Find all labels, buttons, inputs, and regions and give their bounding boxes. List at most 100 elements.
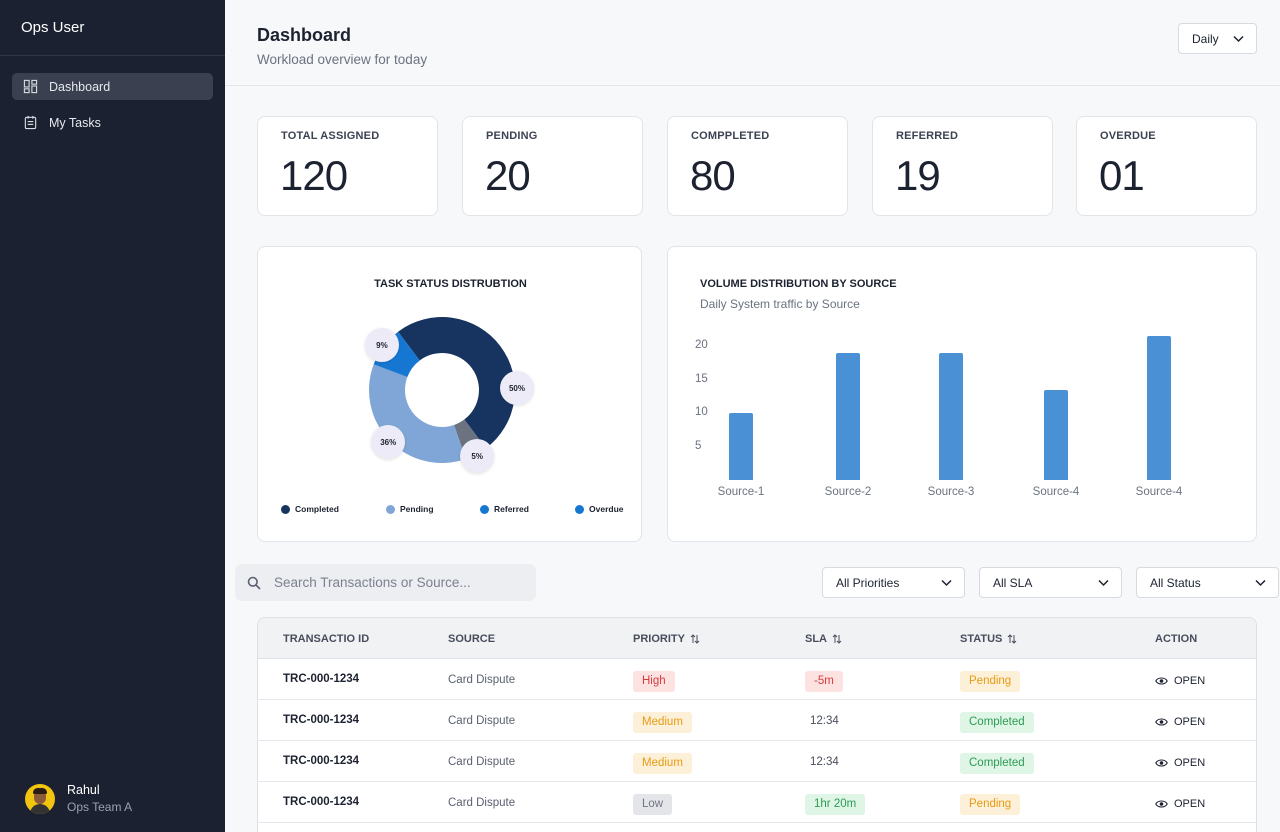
sidebar-item-label: My Tasks — [49, 115, 101, 130]
sidebar-nav: Dashboard My Tasks — [0, 56, 225, 136]
search-icon — [247, 576, 261, 590]
column-header-label: SLA — [805, 633, 827, 645]
open-button[interactable]: OPEN — [1155, 757, 1205, 769]
eye-icon — [1155, 800, 1168, 808]
chevron-down-icon — [941, 579, 952, 586]
y-tick-label: 5 — [695, 439, 702, 452]
column-header-label: ACTION — [1155, 633, 1198, 645]
donut-label-referred: 9% — [364, 328, 399, 363]
stat-card-overdue: OVERDUE 01 — [1076, 116, 1257, 216]
column-header-status[interactable]: STATUS — [960, 633, 1017, 645]
legend-label: Overdue — [589, 504, 624, 514]
open-button-label: OPEN — [1174, 798, 1206, 810]
chevron-down-icon — [1098, 579, 1109, 586]
priority-badge: Medium — [633, 753, 692, 774]
stat-value: 80 — [690, 152, 736, 199]
column-header-label: PRIORITY — [633, 633, 685, 645]
stat-value: 120 — [280, 152, 348, 199]
bar-source-3 — [939, 352, 963, 480]
sla-filter-dropdown[interactable]: All SLA — [979, 567, 1122, 598]
search-bar[interactable] — [235, 564, 536, 601]
sla-value: 12:34 — [810, 756, 839, 768]
avatar — [25, 783, 55, 814]
page-header: Dashboard Workload overview for today Da… — [225, 0, 1280, 86]
transaction-id: TRC-000-1234 — [283, 755, 360, 767]
chevron-down-icon — [1233, 35, 1244, 42]
column-header-source: SOURCE — [448, 633, 495, 645]
y-tick-label: 15 — [695, 372, 708, 385]
donut-slice-completed — [398, 317, 515, 449]
eye-icon — [1155, 677, 1168, 685]
column-header-sla[interactable]: SLA — [805, 633, 842, 645]
column-header-priority[interactable]: PRIORITY — [633, 633, 700, 645]
x-tick-label: Source-4 — [1032, 486, 1080, 498]
sla-badge: -5m — [805, 671, 843, 692]
bar-source-4 — [1044, 389, 1068, 480]
y-tick-label: 10 — [695, 406, 708, 419]
bar-source-2 — [836, 352, 860, 480]
table-row: TRC-000-1234 Card Dispute Medium 12:34 C… — [258, 741, 1256, 782]
eye-icon — [1155, 759, 1168, 767]
transaction-source: Card Dispute — [448, 715, 516, 727]
open-button[interactable]: OPEN — [1155, 798, 1205, 810]
open-button-label: OPEN — [1174, 716, 1206, 728]
transaction-source: Card Dispute — [448, 797, 516, 809]
donut-chart — [369, 317, 515, 463]
open-button[interactable]: OPEN — [1155, 716, 1205, 728]
stat-card-completed: COMPPLETED 80 — [667, 116, 848, 216]
sidebar-item-dashboard[interactable]: Dashboard — [12, 73, 213, 100]
status-badge: Pending — [960, 794, 1021, 815]
x-tick-label: Source-1 — [717, 486, 765, 498]
transaction-source: Card Dispute — [448, 674, 516, 686]
open-button[interactable]: OPEN — [1155, 675, 1205, 687]
transaction-id: TRC-000-1234 — [283, 673, 360, 685]
x-tick-label: Source-3 — [927, 486, 975, 498]
legend-swatch — [575, 504, 584, 514]
stat-label: REFERRED — [896, 130, 959, 142]
sidebar-item-my-tasks[interactable]: My Tasks — [12, 109, 213, 136]
sla-value: 12:34 — [810, 715, 839, 727]
column-header-action: ACTION — [1155, 633, 1197, 645]
period-dropdown[interactable]: Daily — [1178, 23, 1257, 54]
sidebar-item-label: Dashboard — [49, 79, 111, 94]
x-tick-label: Source-2 — [824, 486, 872, 498]
tasks-icon — [24, 115, 37, 130]
sort-icon — [832, 634, 842, 644]
legend-item-completed: Completed — [281, 504, 339, 514]
donut-label-overdue: 5% — [460, 439, 495, 474]
priority-badge: Medium — [633, 712, 692, 733]
legend-swatch — [386, 504, 395, 514]
bar-source-5 — [1147, 336, 1171, 480]
user-name: Rahul — [67, 783, 100, 797]
sla-filter-value: All SLA — [993, 575, 1033, 590]
table-row: TRC-000-1234 Card Dispute Medium 12:34 C… — [258, 700, 1256, 741]
sla-badge: 1hr 20m — [805, 794, 866, 815]
donut-label-completed: 50% — [499, 371, 534, 406]
search-input[interactable] — [274, 575, 514, 590]
sort-icon — [690, 634, 700, 644]
transactions-table: TRANSACTIO ID SOURCE PRIORITY SLA STATUS… — [257, 617, 1257, 832]
dashboard-icon — [23, 79, 38, 94]
user-profile[interactable]: Rahul Ops Team A — [25, 783, 132, 814]
status-badge: Completed — [960, 712, 1034, 733]
legend-label: Completed — [295, 504, 339, 514]
sidebar: Ops User Dashboard My Tasks Rahul Ops Te… — [0, 0, 225, 832]
donut-label-pending: 36% — [371, 425, 406, 460]
priority-filter-dropdown[interactable]: All Priorities — [822, 567, 965, 598]
legend-swatch — [480, 504, 489, 514]
x-tick-label: Source-4 — [1135, 486, 1183, 498]
status-filter-value: All Status — [1150, 575, 1201, 590]
donut-slice-referred — [373, 331, 420, 377]
task-status-panel: TASK STATUS DISTRUBTION 50% 36% 9% 5% Co… — [257, 246, 642, 542]
stat-value: 20 — [485, 152, 531, 199]
legend-item-overdue: Overdue — [575, 504, 624, 514]
page-title: Dashboard — [257, 25, 352, 45]
status-badge: Pending — [960, 671, 1021, 692]
sort-icon — [1008, 634, 1017, 644]
priority-badge: High — [633, 671, 675, 692]
status-filter-dropdown[interactable]: All Status — [1136, 567, 1279, 598]
transaction-id: TRC-000-1234 — [283, 714, 360, 726]
transaction-source: Card Dispute — [448, 756, 516, 768]
stat-value: 19 — [895, 152, 941, 199]
stat-label: TOTAL ASSIGNED — [281, 130, 380, 142]
